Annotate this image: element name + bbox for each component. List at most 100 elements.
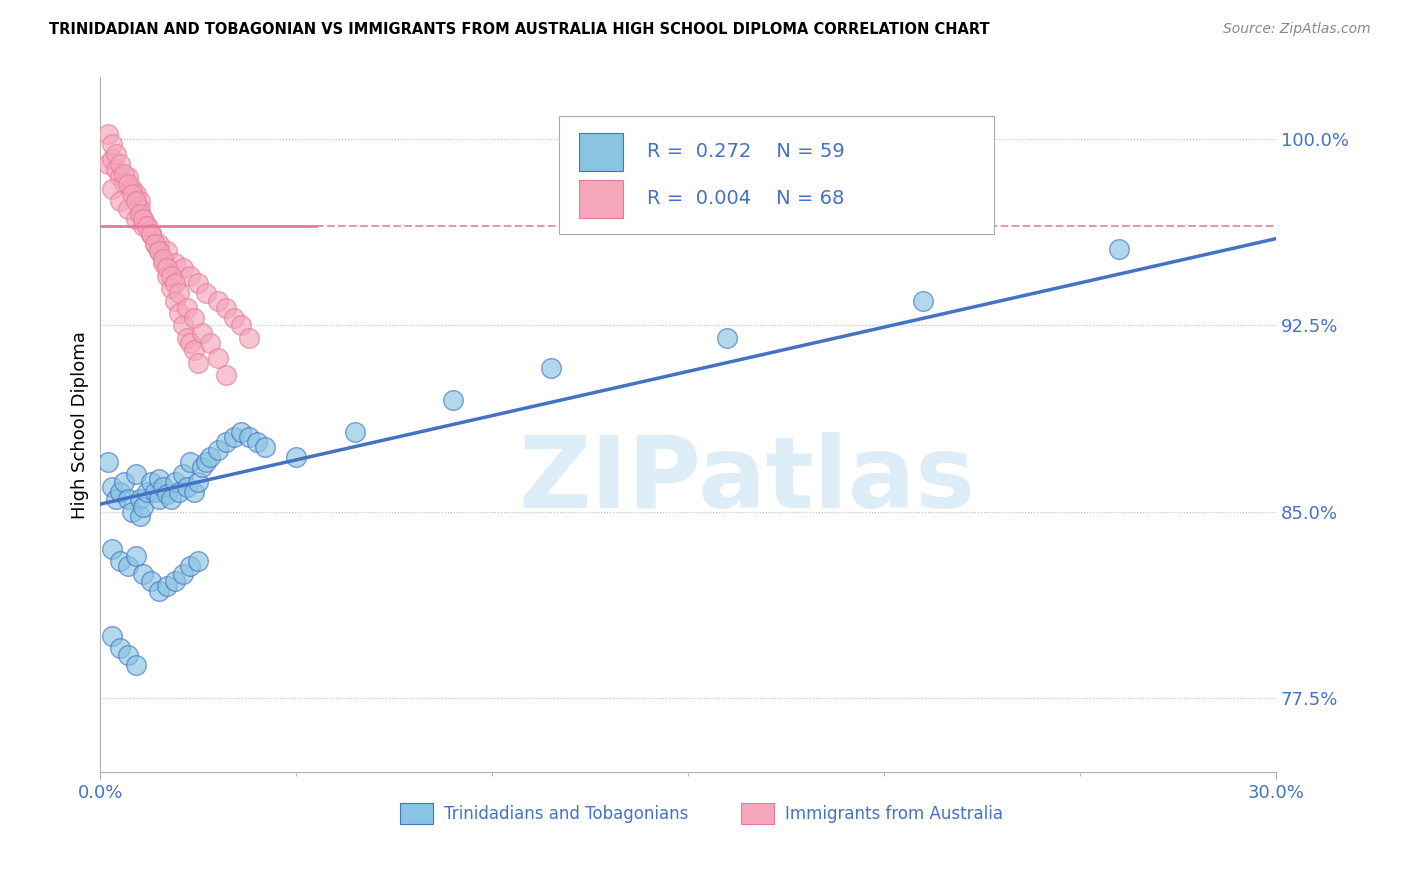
Point <box>132 219 155 234</box>
Point <box>187 475 209 489</box>
Point <box>163 475 186 489</box>
Point <box>108 484 131 499</box>
Text: Immigrants from Australia: Immigrants from Australia <box>785 805 1002 822</box>
Point <box>160 281 183 295</box>
Point <box>167 306 190 320</box>
Point <box>105 162 128 177</box>
Point <box>231 318 253 333</box>
Point <box>101 480 124 494</box>
Point <box>117 559 139 574</box>
Point <box>97 157 120 171</box>
Point <box>215 435 238 450</box>
Point <box>207 351 229 365</box>
Point <box>215 301 238 315</box>
Point <box>136 219 159 234</box>
Text: ZIPatlas: ZIPatlas <box>519 432 976 529</box>
Point <box>238 430 260 444</box>
Point <box>124 211 146 226</box>
Point <box>152 256 174 270</box>
Point <box>101 541 124 556</box>
Point <box>121 504 143 518</box>
Point <box>716 331 738 345</box>
Bar <box>401 803 433 824</box>
Point <box>117 177 139 191</box>
Point <box>222 430 245 444</box>
Point <box>148 583 170 598</box>
Point <box>1108 242 1130 256</box>
Point <box>117 169 139 184</box>
Point <box>187 277 209 291</box>
Point <box>141 227 163 241</box>
Point <box>132 211 155 226</box>
Point <box>163 293 186 308</box>
Point <box>108 554 131 568</box>
Bar <box>579 133 623 171</box>
Bar <box>741 803 773 824</box>
Point <box>128 509 150 524</box>
Point <box>187 554 209 568</box>
Point <box>108 640 131 655</box>
Point <box>156 261 179 276</box>
Point <box>187 356 209 370</box>
Point <box>124 187 146 202</box>
Point <box>191 326 214 340</box>
Text: R =  0.272    N = 59: R = 0.272 N = 59 <box>647 142 845 161</box>
Point <box>143 236 166 251</box>
Point <box>97 128 120 142</box>
Point <box>141 574 163 588</box>
Point <box>124 194 146 209</box>
Point <box>253 440 276 454</box>
Point <box>105 147 128 161</box>
FancyBboxPatch shape <box>558 116 994 234</box>
Point <box>179 335 201 350</box>
Point <box>148 244 170 258</box>
Point <box>148 492 170 507</box>
Point <box>207 293 229 308</box>
Point <box>141 227 163 241</box>
Point <box>105 492 128 507</box>
Point <box>112 167 135 181</box>
Point <box>344 425 367 439</box>
Point <box>156 579 179 593</box>
Point <box>141 475 163 489</box>
Point <box>198 335 221 350</box>
Point <box>101 137 124 152</box>
Point <box>176 301 198 315</box>
Point <box>128 194 150 209</box>
Point <box>191 459 214 474</box>
Point <box>156 487 179 501</box>
Point <box>148 472 170 486</box>
Point <box>117 202 139 216</box>
Point <box>112 475 135 489</box>
Point <box>441 392 464 407</box>
Y-axis label: High School Diploma: High School Diploma <box>72 331 89 518</box>
Point <box>172 467 194 482</box>
Point <box>108 169 131 184</box>
Bar <box>579 179 623 218</box>
Point <box>136 484 159 499</box>
Point <box>179 559 201 574</box>
Point <box>163 574 186 588</box>
Point <box>132 566 155 581</box>
Point <box>172 318 194 333</box>
Point <box>101 628 124 642</box>
Point <box>207 442 229 457</box>
Point <box>160 268 183 283</box>
Text: Trinidadians and Tobagonians: Trinidadians and Tobagonians <box>444 805 688 822</box>
Point <box>167 484 190 499</box>
Point <box>198 450 221 464</box>
Point <box>136 219 159 234</box>
Point <box>132 500 155 514</box>
Point <box>167 286 190 301</box>
Point <box>179 268 201 283</box>
Point <box>912 293 935 308</box>
Point <box>132 211 155 226</box>
Point <box>160 492 183 507</box>
Point <box>121 182 143 196</box>
Point <box>141 227 163 241</box>
Text: R =  0.004    N = 68: R = 0.004 N = 68 <box>647 189 845 209</box>
Text: Source: ZipAtlas.com: Source: ZipAtlas.com <box>1223 22 1371 37</box>
Point <box>156 244 179 258</box>
Point <box>101 182 124 196</box>
Point <box>195 286 218 301</box>
